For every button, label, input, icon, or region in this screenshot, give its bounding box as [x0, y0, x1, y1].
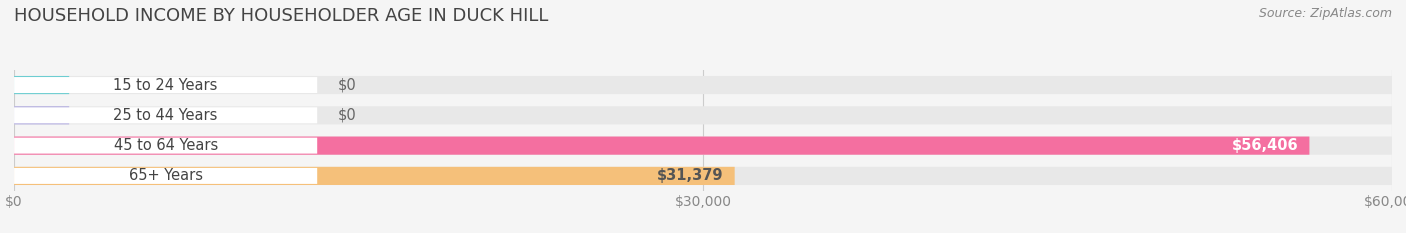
FancyBboxPatch shape — [14, 76, 1392, 94]
FancyBboxPatch shape — [14, 167, 1392, 185]
Text: 45 to 64 Years: 45 to 64 Years — [114, 138, 218, 153]
Text: 25 to 44 Years: 25 to 44 Years — [114, 108, 218, 123]
Text: $56,406: $56,406 — [1232, 138, 1298, 153]
Text: HOUSEHOLD INCOME BY HOUSEHOLDER AGE IN DUCK HILL: HOUSEHOLD INCOME BY HOUSEHOLDER AGE IN D… — [14, 7, 548, 25]
FancyBboxPatch shape — [14, 76, 69, 94]
Text: $0: $0 — [337, 108, 357, 123]
Text: $31,379: $31,379 — [657, 168, 724, 183]
FancyBboxPatch shape — [14, 167, 735, 185]
Text: 65+ Years: 65+ Years — [128, 168, 202, 183]
FancyBboxPatch shape — [14, 106, 1392, 124]
FancyBboxPatch shape — [14, 107, 318, 123]
FancyBboxPatch shape — [14, 137, 1392, 155]
FancyBboxPatch shape — [14, 137, 1309, 155]
FancyBboxPatch shape — [14, 168, 318, 184]
FancyBboxPatch shape — [14, 106, 69, 124]
Text: Source: ZipAtlas.com: Source: ZipAtlas.com — [1258, 7, 1392, 20]
FancyBboxPatch shape — [14, 77, 318, 93]
Text: $0: $0 — [337, 78, 357, 93]
Text: 15 to 24 Years: 15 to 24 Years — [114, 78, 218, 93]
FancyBboxPatch shape — [14, 138, 318, 154]
